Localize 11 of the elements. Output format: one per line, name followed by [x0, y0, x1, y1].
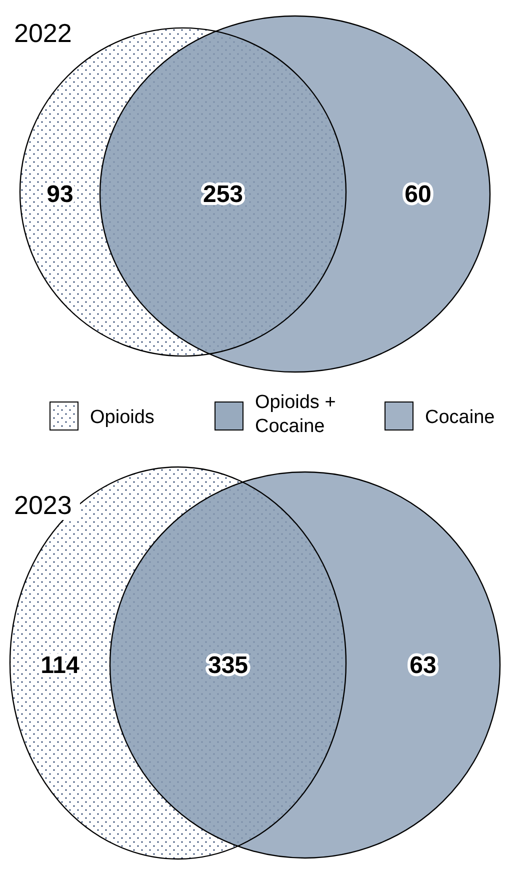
data-label: 114 [40, 652, 80, 679]
category-label: Cocaine [425, 407, 495, 428]
data-label: 60 [404, 181, 432, 208]
data-label: 93 [46, 181, 74, 208]
data-label: 253 [202, 181, 244, 208]
category-label: Opioids + Cocaine [255, 392, 336, 437]
text: 2023 [14, 490, 72, 520]
data-label: 63 [410, 652, 436, 679]
text: 2022 [14, 18, 72, 48]
data-label: 335 [208, 652, 248, 679]
category-label: Opioids [90, 407, 154, 428]
